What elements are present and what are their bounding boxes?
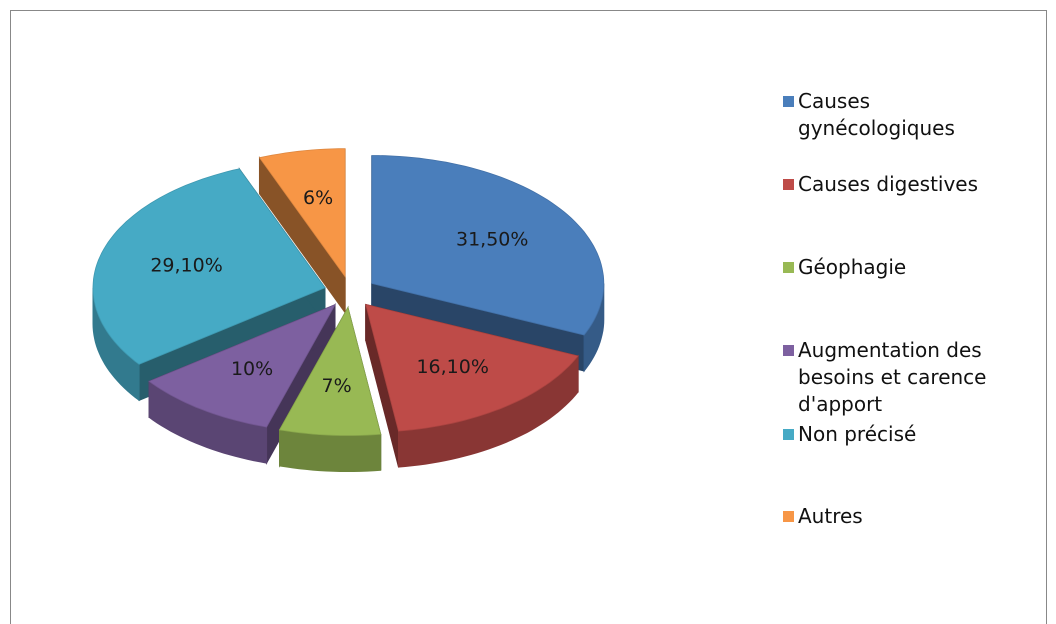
- slice: [365, 303, 579, 432]
- legend-item: Causes digestives: [783, 171, 1008, 198]
- legend-item: Non précisé: [783, 421, 1008, 448]
- legend-label: Causes gynécologiques: [798, 89, 955, 140]
- legend-label: Causes digestives: [798, 172, 979, 196]
- data-label: 6%: [303, 187, 333, 209]
- legend-swatch: [783, 179, 794, 190]
- legend-item: Causes gynécologiques: [783, 88, 1008, 142]
- slice: [92, 168, 326, 365]
- slice-wall: [279, 429, 382, 472]
- legend-label: Géophagie: [798, 255, 907, 279]
- legend-swatch: [783, 429, 794, 440]
- legend-swatch: [783, 345, 794, 356]
- data-label: 10%: [231, 358, 273, 380]
- chart-frame: [10, 10, 1047, 624]
- data-label: 16,10%: [416, 356, 488, 378]
- legend-label: Augmentation des besoins et carence d'ap…: [798, 338, 987, 416]
- data-label: 29,10%: [150, 255, 222, 277]
- legend-item: Augmentation des besoins et carence d'ap…: [783, 337, 1008, 418]
- slice: [148, 303, 336, 428]
- data-label: 7%: [322, 375, 352, 397]
- slice: [278, 306, 382, 436]
- data-label: 31,50%: [456, 229, 528, 251]
- legend-swatch: [783, 262, 794, 273]
- legend-item: Géophagie: [783, 254, 1008, 281]
- legend-swatch: [783, 511, 794, 522]
- legend-item: Autres: [783, 503, 1008, 530]
- legend-swatch: [783, 96, 794, 107]
- legend-label: Non précisé: [798, 422, 917, 446]
- slice: [258, 148, 346, 278]
- legend-label: Autres: [798, 504, 863, 528]
- slice: [371, 155, 605, 336]
